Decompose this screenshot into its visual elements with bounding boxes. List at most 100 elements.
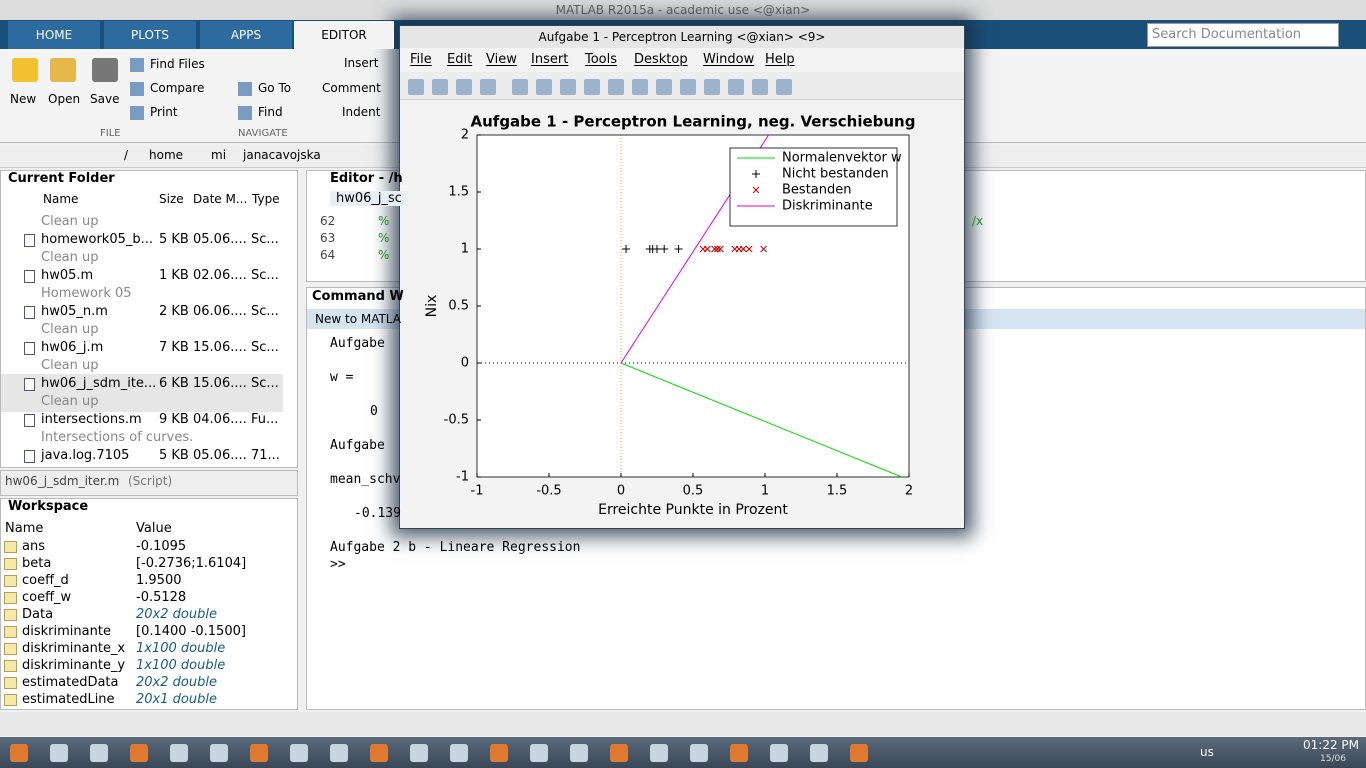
path-segment[interactable]: / bbox=[124, 148, 129, 162]
path-segment[interactable]: home bbox=[149, 148, 184, 162]
figure-tool[interactable] bbox=[656, 79, 672, 95]
ribbon-button[interactable]: New bbox=[10, 92, 37, 106]
figure-tool[interactable] bbox=[512, 79, 528, 95]
taskbar-icon[interactable] bbox=[850, 744, 868, 762]
file-description: Homework 05 bbox=[41, 286, 132, 301]
search-box[interactable] bbox=[1147, 23, 1339, 47]
ribbon-button[interactable]: Save bbox=[90, 92, 120, 106]
ribbon-button[interactable]: Go To bbox=[258, 81, 292, 95]
legend-label: Nicht bestanden bbox=[782, 167, 889, 182]
file-name[interactable]: intersections.m bbox=[41, 412, 142, 427]
ribbon-tab[interactable]: PLOTS bbox=[104, 21, 196, 49]
figure-menu-item[interactable]: Help bbox=[765, 52, 795, 67]
taskbar-icon[interactable] bbox=[690, 744, 708, 762]
file-name[interactable]: hw06_j.m bbox=[41, 340, 104, 355]
ribbon-button[interactable]: Comment bbox=[322, 81, 381, 95]
taskbar-icon[interactable] bbox=[570, 744, 588, 762]
ribbon-button[interactable]: Compare bbox=[150, 81, 205, 95]
taskbar-icon[interactable] bbox=[170, 744, 188, 762]
variable-name[interactable]: coeff_d bbox=[22, 573, 69, 588]
banner[interactable]: New to MATLA bbox=[315, 312, 401, 326]
taskbar-icon[interactable] bbox=[250, 744, 268, 762]
ribbon-tab[interactable]: APPS bbox=[200, 21, 292, 49]
variable-icon bbox=[4, 575, 17, 587]
figure-tool[interactable] bbox=[608, 79, 624, 95]
path-segment[interactable]: janacavojska bbox=[243, 148, 321, 162]
file-name[interactable]: hw05.m bbox=[41, 268, 94, 283]
file-name[interactable]: java.log.7105 bbox=[41, 448, 130, 463]
figure-tool[interactable] bbox=[560, 79, 576, 95]
variable-name[interactable]: coeff_w bbox=[22, 590, 72, 605]
figure-tool[interactable] bbox=[728, 79, 744, 95]
path-segment[interactable]: mi bbox=[211, 148, 227, 162]
variable-name[interactable]: estimatedData bbox=[22, 675, 119, 690]
figure-tool[interactable] bbox=[632, 79, 648, 95]
taskbar-icon[interactable] bbox=[730, 744, 748, 762]
ribbon-button[interactable]: Indent bbox=[342, 105, 381, 119]
taskbar-icon[interactable] bbox=[370, 744, 388, 762]
figure-tool[interactable] bbox=[752, 79, 768, 95]
figure-tool[interactable] bbox=[432, 79, 448, 95]
figure-menu-item[interactable]: File bbox=[410, 52, 432, 67]
variable-name[interactable]: diskriminante_y bbox=[22, 658, 126, 673]
taskbar-icon[interactable] bbox=[290, 744, 308, 762]
ribbon-button[interactable]: Insert bbox=[344, 56, 379, 70]
taskbar-icon[interactable] bbox=[50, 744, 68, 762]
variable-name[interactable]: ans bbox=[22, 539, 45, 554]
taskbar-icon[interactable] bbox=[10, 744, 28, 762]
figure-tool[interactable] bbox=[704, 79, 720, 95]
keyboard-layout[interactable]: us bbox=[1200, 745, 1214, 759]
taskbar-icon[interactable] bbox=[810, 744, 828, 762]
taskbar-icon[interactable] bbox=[650, 744, 668, 762]
clock-time[interactable]: 01:22 PM bbox=[1303, 738, 1359, 752]
file-name[interactable]: hw06_j_sdm_ite... bbox=[41, 376, 157, 391]
taskbar-icon[interactable] bbox=[410, 744, 428, 762]
ribbon-tab[interactable]: EDITOR bbox=[294, 21, 394, 49]
ribbon-button[interactable]: Print bbox=[150, 105, 178, 119]
figure-tool[interactable] bbox=[584, 79, 600, 95]
figure-menu-item[interactable]: Tools bbox=[585, 52, 618, 67]
file-type: Sc... bbox=[251, 268, 279, 283]
ribbon-button[interactable]: Open bbox=[48, 92, 81, 106]
figure-tool[interactable] bbox=[480, 79, 496, 95]
ribbon-button[interactable]: Find Files bbox=[150, 57, 205, 71]
ribbon-tab[interactable]: HOME bbox=[8, 21, 100, 49]
taskbar-icon[interactable] bbox=[130, 744, 148, 762]
variable-name[interactable]: diskriminante bbox=[22, 624, 111, 639]
taskbar-icon[interactable] bbox=[530, 744, 548, 762]
figure-menu-item[interactable]: Insert bbox=[531, 52, 569, 67]
file-date: 04.06.... bbox=[193, 412, 247, 427]
ribbon-button[interactable]: Find bbox=[258, 105, 283, 119]
taskbar-icon[interactable] bbox=[490, 744, 508, 762]
file-icon bbox=[24, 270, 35, 283]
variable-name[interactable]: Data bbox=[22, 607, 54, 622]
figure-tool[interactable] bbox=[776, 79, 792, 95]
figure-tool[interactable] bbox=[536, 79, 552, 95]
file-size: 2 KB bbox=[159, 304, 189, 319]
figure-menu-item[interactable]: Desktop bbox=[634, 52, 688, 67]
variable-name[interactable]: diskriminante_x bbox=[22, 641, 126, 656]
taskbar-icon[interactable] bbox=[330, 744, 348, 762]
command-prompt[interactable]: >> bbox=[330, 557, 346, 572]
marker bbox=[674, 245, 683, 253]
file-name[interactable]: homework05_b... bbox=[41, 232, 154, 247]
file-icon bbox=[24, 450, 35, 463]
taskbar-icon[interactable] bbox=[610, 744, 628, 762]
file-name[interactable]: hw05_n.m bbox=[41, 304, 108, 319]
figure-tool[interactable] bbox=[408, 79, 424, 95]
taskbar-icon[interactable] bbox=[90, 744, 108, 762]
taskbar-icon[interactable] bbox=[770, 744, 788, 762]
taskbar-icon[interactable] bbox=[210, 744, 228, 762]
variable-name[interactable]: beta bbox=[22, 556, 52, 571]
figure-tool[interactable] bbox=[456, 79, 472, 95]
panel-title: Editor - /h bbox=[330, 171, 403, 186]
taskbar-icon[interactable] bbox=[450, 744, 468, 762]
figure-menu-item[interactable]: Window bbox=[703, 52, 755, 67]
x-tick-label: 0 bbox=[617, 484, 625, 499]
editor-tab[interactable]: hw06_j_sc bbox=[330, 191, 408, 206]
figure-menu-item[interactable]: View bbox=[486, 52, 517, 67]
line-number: 63 bbox=[320, 231, 336, 245]
variable-name[interactable]: estimatedLine bbox=[22, 692, 115, 707]
figure-tool[interactable] bbox=[680, 79, 696, 95]
figure-menu-item[interactable]: Edit bbox=[447, 52, 473, 67]
